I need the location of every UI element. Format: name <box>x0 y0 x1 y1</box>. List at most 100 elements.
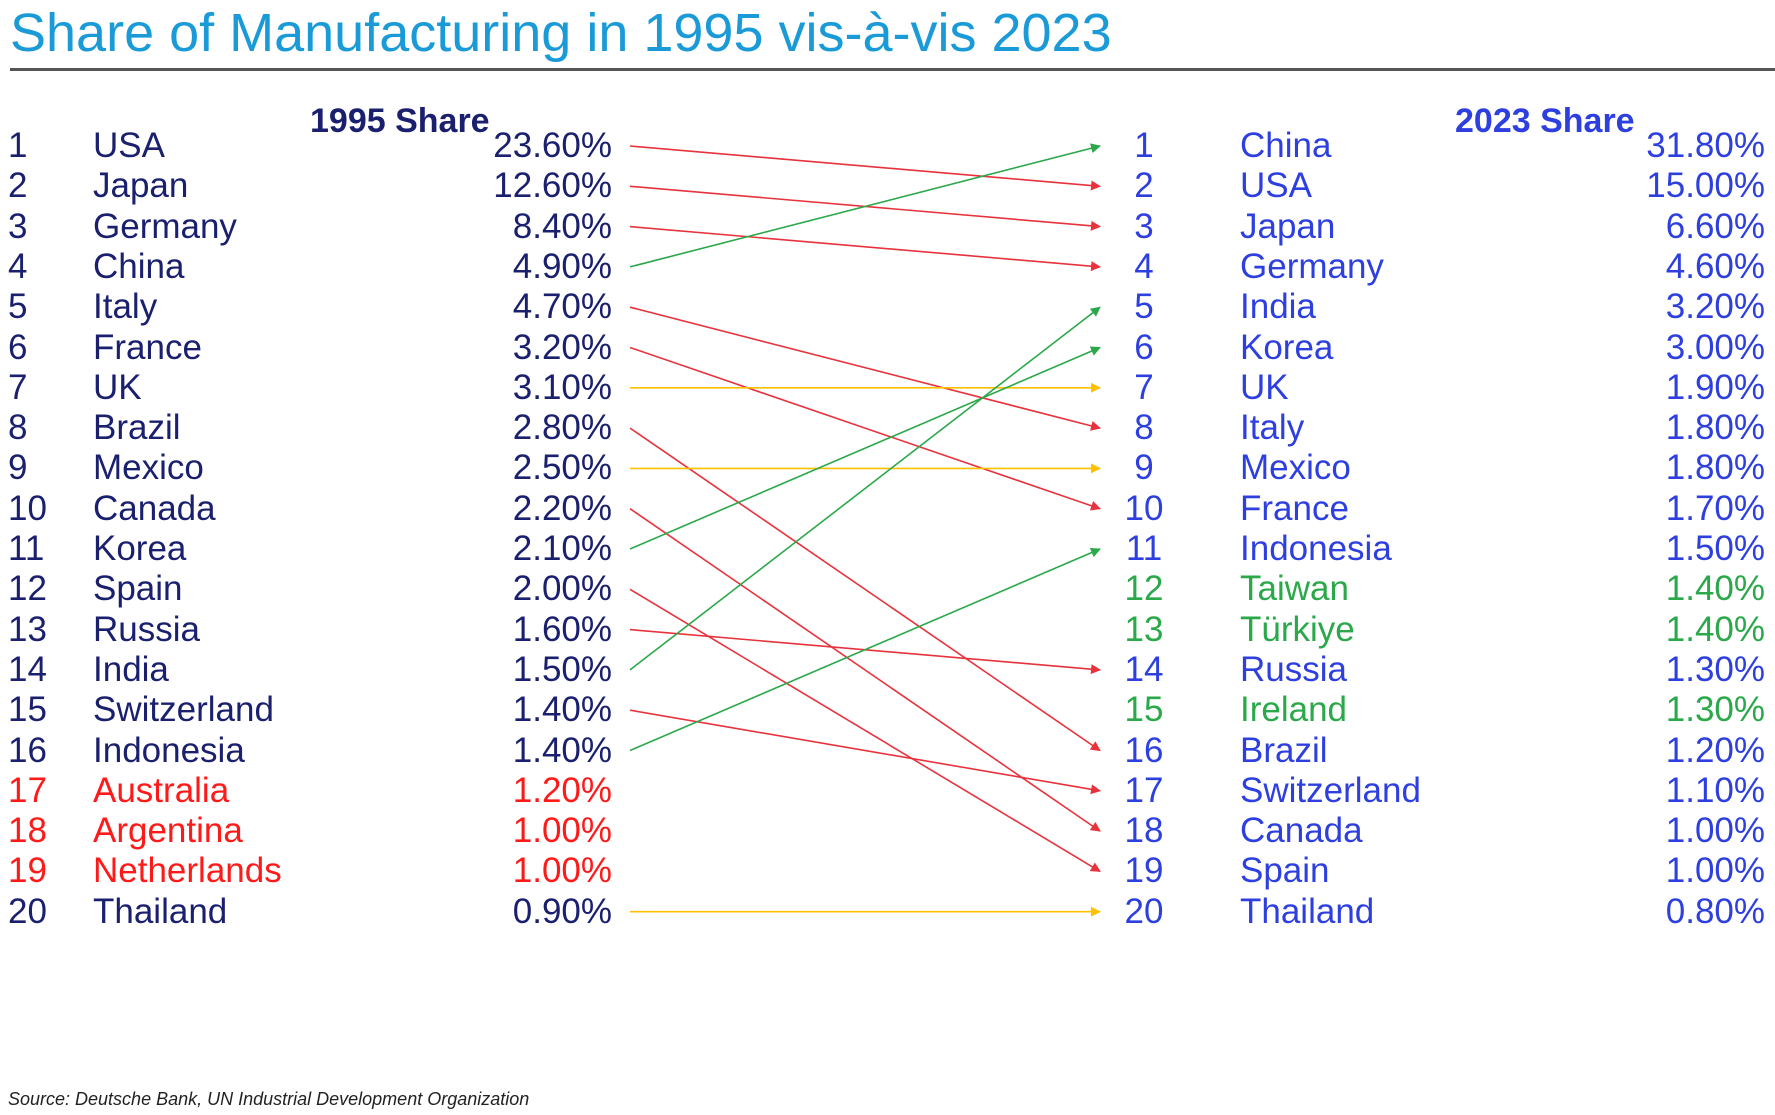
share-1995: 2.50% <box>512 448 612 488</box>
rank-1995: 7 <box>8 367 28 407</box>
country-2023: Italy <box>1240 408 1305 448</box>
country-2023: Germany <box>1240 246 1384 286</box>
share-1995: 1.60% <box>512 609 612 649</box>
rank-1995: 1 <box>8 126 28 165</box>
header-1995-share: 1995 Share <box>310 102 490 140</box>
country-2023: UK <box>1240 367 1289 407</box>
rank-1995: 19 <box>8 851 47 891</box>
share-1995: 2.80% <box>512 408 612 448</box>
rank-1995: 11 <box>8 529 45 568</box>
share-1995: 0.90% <box>512 891 612 931</box>
arrow-china <box>629 143 1101 268</box>
rank-2023: 6 <box>1134 327 1154 367</box>
country-1995: UK <box>93 367 142 407</box>
rank-2023: 3 <box>1134 206 1154 246</box>
rank-1995: 2 <box>8 166 28 206</box>
share-1995: 8.40% <box>512 206 612 246</box>
share-2023: 1.30% <box>1665 690 1765 730</box>
country-1995: Japan <box>93 166 189 206</box>
country-2023: Taiwan <box>1240 569 1349 609</box>
rank-2023: 15 <box>1124 690 1164 730</box>
country-1995: Russia <box>93 609 200 649</box>
share-2023: 15.00% <box>1646 166 1765 206</box>
country-2023: Indonesia <box>1240 529 1392 568</box>
arrow-canada <box>629 508 1101 832</box>
country-2023: India <box>1240 287 1316 327</box>
share-2023: 1.30% <box>1665 649 1765 689</box>
rank-1995: 9 <box>8 448 28 488</box>
share-2023: 0.80% <box>1665 891 1765 931</box>
share-1995: 1.00% <box>512 851 612 891</box>
share-1995: 1.20% <box>512 770 612 810</box>
rank-1995: 8 <box>8 408 28 448</box>
share-1995: 2.10% <box>512 529 612 568</box>
arrow-india <box>629 306 1101 671</box>
country-2023: China <box>1240 126 1332 165</box>
rank-2023: 5 <box>1134 287 1154 327</box>
country-1995: India <box>93 649 169 689</box>
country-1995: Canada <box>93 488 216 528</box>
rank-1995: 20 <box>8 891 47 931</box>
share-2023: 31.80% <box>1646 126 1765 165</box>
share-1995: 3.20% <box>512 327 612 367</box>
country-2023: Japan <box>1240 206 1336 246</box>
arrow-korea <box>629 346 1101 550</box>
share-2023: 3.00% <box>1665 327 1765 367</box>
arrow-usa <box>629 145 1101 191</box>
share-1995: 3.10% <box>512 367 612 407</box>
share-2023: 1.80% <box>1665 408 1765 448</box>
rank-1995: 13 <box>8 609 47 649</box>
rank-2023: 17 <box>1124 770 1164 810</box>
country-1995: Australia <box>93 770 230 810</box>
country-2023: USA <box>1240 166 1312 206</box>
arrow-switzerland <box>629 709 1101 795</box>
country-2023: Türkiye <box>1240 609 1355 649</box>
title-divider <box>10 68 1775 71</box>
share-2023: 1.10% <box>1665 770 1765 810</box>
country-1995: Switzerland <box>93 690 274 730</box>
share-1995: 1.00% <box>512 811 612 851</box>
country-1995: Italy <box>93 287 158 327</box>
rank-1995: 4 <box>8 246 28 286</box>
share-2023: 1.40% <box>1665 569 1765 609</box>
share-2023: 1.50% <box>1665 529 1765 568</box>
rank-1995: 3 <box>8 206 28 246</box>
share-1995: 4.90% <box>512 246 612 286</box>
rank-1995: 15 <box>8 690 47 730</box>
rank-2023: 16 <box>1124 730 1164 770</box>
country-2023: Brazil <box>1240 730 1328 770</box>
share-2023: 1.20% <box>1665 730 1765 770</box>
rank-1995: 14 <box>8 649 47 689</box>
country-2023: Switzerland <box>1240 770 1421 810</box>
country-2023: Thailand <box>1240 891 1375 931</box>
rank-1995: 18 <box>8 811 47 851</box>
share-2023: 6.60% <box>1665 206 1765 246</box>
share-1995: 2.20% <box>512 488 612 528</box>
rank-2023: 7 <box>1134 367 1154 407</box>
rank-1995: 5 <box>8 287 28 327</box>
country-1995: USA <box>93 126 165 165</box>
country-1995: Thailand <box>93 891 228 931</box>
country-1995: Netherlands <box>93 851 282 891</box>
rank-1995: 12 <box>8 569 47 609</box>
country-1995: Brazil <box>93 408 181 448</box>
share-2023: 1.00% <box>1665 811 1765 851</box>
country-1995: Spain <box>93 569 183 609</box>
arrow-germany <box>629 225 1101 272</box>
arrow-indonesia <box>629 547 1101 752</box>
arrow-brazil <box>629 427 1101 752</box>
country-2023: Russia <box>1240 649 1347 689</box>
arrow-france <box>629 346 1101 511</box>
rank-2023: 4 <box>1134 246 1154 286</box>
share-2023: 1.40% <box>1665 609 1765 649</box>
rank-1995: 10 <box>8 488 47 528</box>
country-2023: France <box>1240 488 1349 528</box>
rank-1995: 6 <box>8 327 28 367</box>
rank-2023: 12 <box>1124 569 1164 609</box>
share-1995: 1.40% <box>512 730 612 770</box>
share-1995: 4.70% <box>512 287 612 327</box>
share-2023: 1.90% <box>1665 367 1765 407</box>
rank-2023: 13 <box>1124 609 1164 649</box>
country-1995: Argentina <box>93 811 243 851</box>
